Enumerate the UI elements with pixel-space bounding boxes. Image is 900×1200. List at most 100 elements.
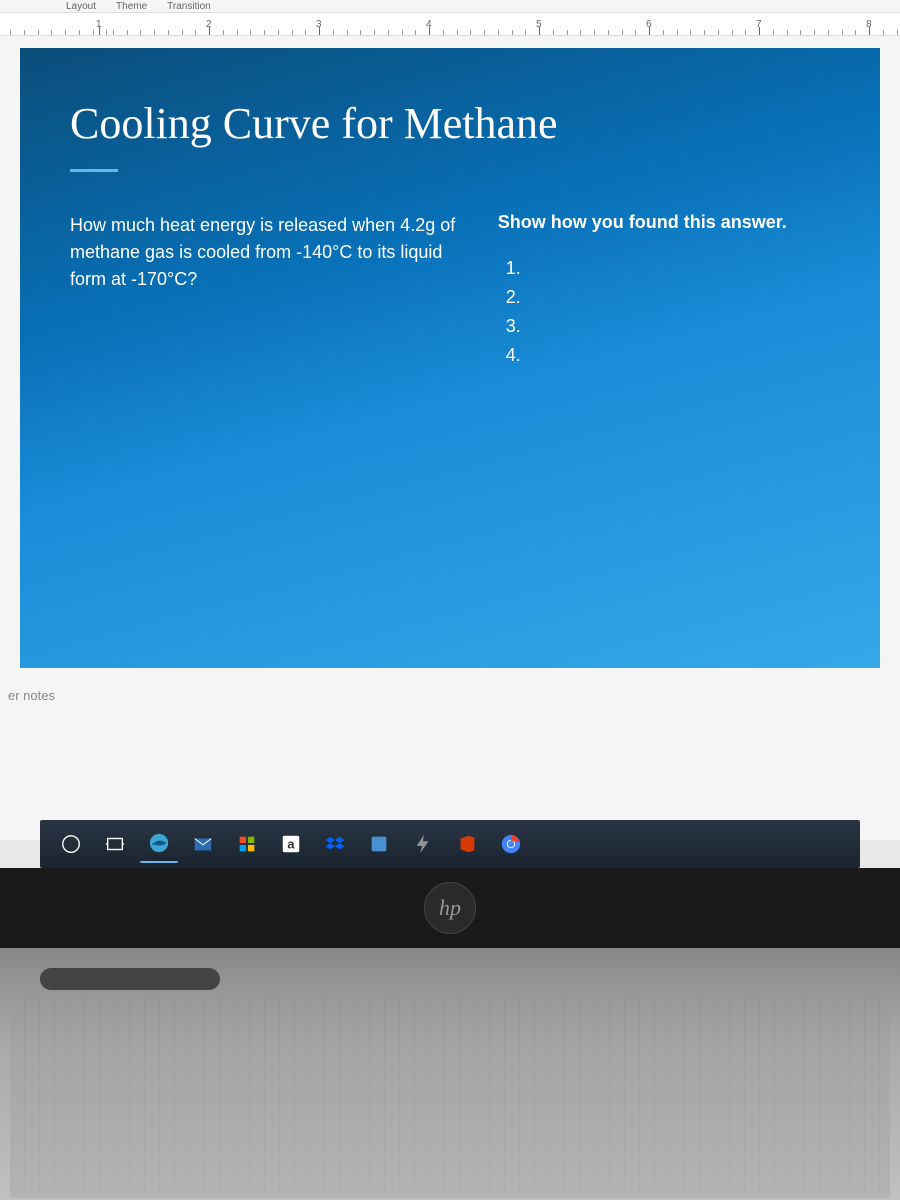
notes-label: er notes [8, 688, 55, 703]
ruler-tick [38, 30, 39, 35]
keyboard-area [10, 998, 890, 1198]
ruler-tick [484, 30, 485, 35]
windows-taskbar: a [40, 820, 860, 868]
ruler-tick [539, 27, 540, 35]
ruler-tick [79, 30, 80, 35]
ruler-tick [842, 30, 843, 35]
ruler-tick [883, 30, 884, 35]
ruler-tick [553, 30, 554, 35]
hp-logo-text: hp [439, 895, 461, 921]
ruler-tick [663, 30, 664, 35]
slide-canvas[interactable]: Cooling Curve for Methane How much heat … [20, 48, 880, 668]
ruler-tick [649, 27, 650, 35]
ruler-tick [360, 30, 361, 35]
ruler-tick [897, 30, 898, 35]
letter-a-icon: a [280, 833, 302, 855]
ruler-tick [732, 30, 733, 35]
answer-step-3[interactable]: 3. [506, 313, 835, 340]
ruler-tick [24, 30, 25, 35]
ruler-tick [759, 27, 760, 35]
ruler-tick [374, 30, 375, 35]
app-icon [368, 833, 390, 855]
ruler-tick [292, 30, 293, 35]
edge-icon [148, 832, 170, 854]
dropbox-button[interactable] [316, 825, 354, 863]
toolbar: Layout Theme Transition [0, 0, 900, 12]
dropbox-icon [324, 833, 346, 855]
lightning-icon [412, 833, 434, 855]
chrome-icon [500, 833, 522, 855]
start-button[interactable] [52, 825, 90, 863]
laptop-base [0, 948, 900, 1200]
answer-step-4[interactable]: 4. [506, 342, 835, 369]
mail-button[interactable] [184, 825, 222, 863]
ruler-tick [525, 30, 526, 35]
svg-text:a: a [287, 837, 295, 852]
office-icon [456, 833, 478, 855]
slide-title[interactable]: Cooling Curve for Methane [70, 98, 835, 149]
ruler-tick [237, 30, 238, 35]
ruler-tick [498, 30, 499, 35]
ruler-tick [140, 30, 141, 35]
ruler-tick [443, 30, 444, 35]
instruction-text[interactable]: Show how you found this answer. [498, 212, 835, 233]
ruler-tick [594, 30, 595, 35]
ruler-tick [154, 30, 155, 35]
hp-logo: hp [424, 882, 476, 934]
answer-column: Show how you found this answer. 1. 2. 3.… [498, 212, 835, 371]
file-app-button[interactable] [360, 825, 398, 863]
ruler-tick [745, 30, 746, 35]
ruler-tick [800, 30, 801, 35]
answer-step-2[interactable]: 2. [506, 284, 835, 311]
question-column: How much heat energy is released when 4.… [70, 212, 468, 371]
ruler-tick [415, 30, 416, 35]
ruler-tick [814, 30, 815, 35]
title-underline [70, 169, 118, 172]
ruler-tick [195, 30, 196, 35]
ruler-tick [10, 30, 11, 35]
ruler-tick [773, 30, 774, 35]
ruler-tick [855, 30, 856, 35]
task-view-icon [104, 833, 126, 855]
slide-content: How much heat energy is released when 4.… [70, 212, 835, 371]
ruler-tick [470, 30, 471, 35]
ruler-tick [787, 30, 788, 35]
ruler-tick [209, 27, 210, 35]
ruler-tick [113, 30, 114, 35]
ruler-tick [677, 30, 678, 35]
app1-button[interactable] [404, 825, 442, 863]
answer-list[interactable]: 1. 2. 3. 4. [498, 255, 835, 369]
ruler-tick [305, 30, 306, 35]
amazon-button[interactable]: a [272, 825, 310, 863]
office-button[interactable] [448, 825, 486, 863]
ruler-tick [457, 30, 458, 35]
ruler-tick [223, 30, 224, 35]
ruler-tick [99, 27, 100, 35]
ruler-tick [704, 30, 705, 35]
edge-browser-button[interactable] [140, 825, 178, 863]
question-text[interactable]: How much heat energy is released when 4.… [70, 212, 468, 293]
circle-icon [60, 833, 82, 855]
ruler-tick [402, 30, 403, 35]
horizontal-ruler: 12345678 [0, 12, 900, 36]
speaker-notes[interactable]: er notes [0, 668, 900, 723]
mail-icon [192, 833, 214, 855]
ruler-tick [93, 30, 94, 35]
laptop-bezel: hp [0, 868, 900, 948]
task-view-button[interactable] [96, 825, 134, 863]
store-icon [236, 833, 258, 855]
laptop-hinge [40, 968, 220, 990]
ruler-tick [608, 30, 609, 35]
answer-step-1[interactable]: 1. [506, 255, 835, 282]
ruler-tick [106, 30, 107, 35]
ruler-tick [168, 30, 169, 35]
ruler-tick [388, 30, 389, 35]
chrome-button[interactable] [492, 825, 530, 863]
ruler-tick [319, 27, 320, 35]
ruler-tick [512, 30, 513, 35]
store-button[interactable] [228, 825, 266, 863]
ruler-tick [182, 30, 183, 35]
ruler-tick [333, 30, 334, 35]
ruler-tick [690, 30, 691, 35]
ruler-tick [567, 30, 568, 35]
